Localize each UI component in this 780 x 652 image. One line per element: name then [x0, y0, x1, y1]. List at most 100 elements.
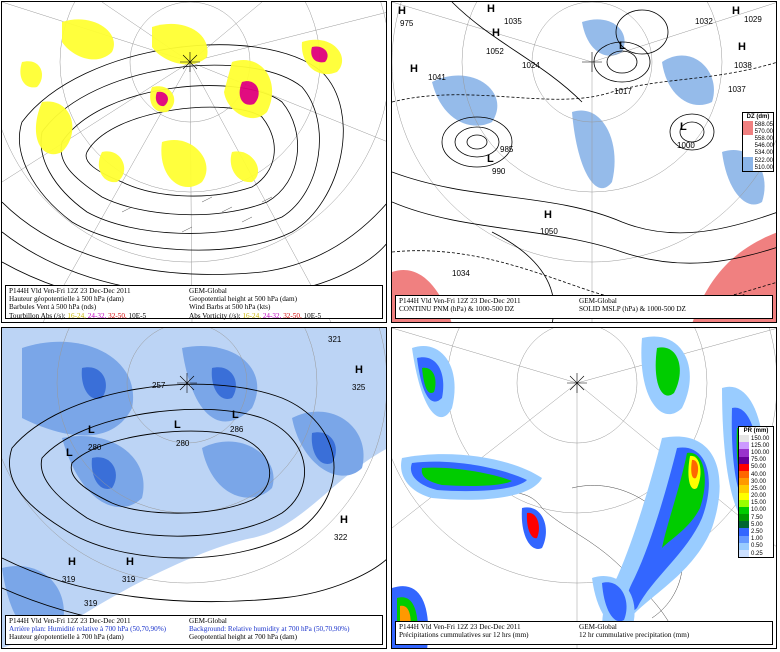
- svg-text:L: L: [680, 121, 687, 133]
- panel-precipitation: PR (mm) 150.00 125.00 100.00 75.00 50.00 40.0…: [391, 327, 777, 649]
- colorbar-swatch: [739, 485, 749, 493]
- colorbar-row: 150.00: [739, 435, 773, 443]
- caption-line-en: Geopotential height at 700 hPa (dam): [189, 633, 297, 642]
- humidity-map: H H H H L L L L 321 325 322 319 319 319 280 28…: [2, 328, 386, 648]
- caption-line-fr: Précipitations cummulatives sur 12 hrs (…: [399, 631, 529, 640]
- caption-line-en: Geopotential height at 500 hPa (dam): [189, 295, 297, 304]
- label-1035: 1035: [504, 17, 522, 26]
- colorbar-row: 100.00: [739, 449, 773, 457]
- caption-model: GEM-Global: [189, 287, 227, 295]
- svg-text:H: H: [398, 5, 406, 17]
- caption-line-en: Background: Relative humidity at 700 hPa…: [189, 625, 350, 634]
- vorticity-legend-fr: Tourbillon Abs (/s): 16-24, 24-32, 32-50…: [9, 312, 189, 320]
- colorbar-value: 7.50: [751, 514, 763, 521]
- colorbar-swatch: [739, 499, 749, 507]
- colorbar-value: 50.00: [751, 464, 767, 471]
- range-unit: 10E-5: [303, 311, 322, 320]
- colorbar-swatch: [739, 449, 749, 457]
- colorbar-value: 1.00: [751, 536, 763, 543]
- colorbar-swatch: [739, 514, 749, 522]
- precipitation-map: [392, 328, 776, 648]
- colorbar-value: 510.00: [754, 164, 773, 171]
- colorbar-row: 2.50: [739, 528, 773, 536]
- colorbar-swatch: [739, 542, 749, 550]
- svg-text:H: H: [487, 3, 495, 15]
- svg-text:H: H: [544, 209, 552, 221]
- caption-precipitation: P144H Vld Ven-Fri 12Z 23 Dec-Dec 2011 GEM…: [395, 621, 773, 645]
- colorbar-value: 0.50: [751, 543, 763, 550]
- range-unit: 10E-5: [128, 311, 147, 320]
- panel-700hpa-humidity: H H H H L L L L 321 325 322 319 319 319 280 28…: [1, 327, 387, 649]
- caption-title-fr: P144H Vld Ven-Fri 12Z 23 Dec-Dec 2011: [9, 287, 131, 295]
- svg-text:L: L: [174, 419, 181, 431]
- colorbar-value: 570.00: [754, 128, 773, 135]
- colorbar-value: 588.05: [754, 121, 773, 128]
- range-mid: 24-32,: [262, 311, 282, 320]
- colorbar-value: 25.00: [751, 485, 767, 492]
- label-1041: 1041: [428, 73, 446, 82]
- svg-text:L: L: [88, 424, 95, 436]
- label-1052: 1052: [486, 47, 504, 56]
- caption-line-fr: Barbules Vent à 500 hPa (nds): [9, 303, 97, 312]
- colorbar-value: 30.00: [751, 478, 767, 485]
- colorbar-title: PR (mm): [743, 428, 769, 434]
- svg-text:H: H: [410, 63, 418, 75]
- colorbar-title: DZ (dm): [746, 114, 770, 120]
- label-319: 319: [84, 599, 98, 608]
- colorbar-swatch: [739, 550, 749, 558]
- colorbar-swatch: [739, 470, 749, 479]
- colorbar-swatch: [739, 456, 749, 464]
- range-low: 16-24,: [67, 311, 86, 320]
- colorbar-row: 5.00: [739, 521, 773, 529]
- colorbar-row: 20.00: [739, 492, 773, 500]
- colorbar-value: 125.00: [751, 442, 770, 449]
- label-319: 319: [62, 575, 76, 584]
- label-1032: 1032: [695, 17, 713, 26]
- vorticity-map: [2, 2, 386, 322]
- svg-text:L: L: [619, 40, 626, 52]
- colorbar-value: 20.00: [751, 493, 767, 500]
- label-1032: 975: [400, 19, 414, 28]
- range-mid: 24-32,: [87, 311, 107, 320]
- vorticity-label-en: Abs Vorticity (/s):: [189, 311, 241, 320]
- svg-text:H: H: [355, 364, 363, 376]
- label-985: 985: [500, 145, 514, 154]
- colorbar-row: 0.25: [739, 550, 773, 558]
- colorbar-swatch: [739, 478, 749, 486]
- caption-title-fr: P144H Vld Ven-Fri 12Z 23 Dec-Dec 2011: [399, 297, 521, 305]
- colorbar-row: 0.50: [739, 542, 773, 550]
- colorbar-swatch: [739, 463, 749, 471]
- caption-title-fr: P144H Vld Ven-Fri 12Z 23 Dec-Dec 2011: [9, 617, 131, 625]
- label-1029: 1029: [744, 15, 762, 24]
- caption-700hpa: P144H Vld Ven-Fri 12Z 23 Dec-Dec 2011 GEM…: [5, 615, 383, 645]
- caption-line-fr: Arrière plan: Humidité relative à 700 hP…: [9, 625, 167, 634]
- label-322: 322: [334, 533, 348, 542]
- colorbar-value: 15.00: [751, 500, 767, 507]
- caption-line-en: Wind Barbs at 500 hPa (kts): [189, 303, 271, 312]
- colorbar-value: 150.00: [751, 435, 770, 442]
- label-1034: 1034: [452, 269, 470, 278]
- colorbar-value: 75.00: [751, 457, 767, 464]
- colorbar-swatch: [739, 435, 749, 443]
- label-990: 990: [492, 167, 506, 176]
- colorbar-row: 30.00: [739, 478, 773, 486]
- caption-mslp: P144H Vld Ven-Fri 12Z 23 Dec-Dec 2011 GEM…: [395, 295, 773, 319]
- colorbar-value: 534.00: [754, 150, 773, 157]
- vorticity-legend-en: Abs Vorticity (/s): 16-24, 24-32, 32-50,…: [189, 312, 379, 320]
- caption-line-fr: Hauteur géopotentielle à 500 hPa (dam): [9, 295, 124, 304]
- svg-text:H: H: [732, 5, 740, 17]
- colorbar-swatch: [739, 442, 749, 450]
- svg-text:H: H: [126, 556, 134, 568]
- colorbar-row: 10.00: [739, 506, 773, 515]
- colorbar-row: 75.00: [739, 456, 773, 464]
- vorticity-label-fr: Tourbillon Abs (/s):: [9, 311, 66, 320]
- colorbar-row: 7.50: [739, 514, 773, 522]
- label-319: 319: [122, 575, 136, 584]
- svg-text:H: H: [738, 41, 746, 53]
- svg-text:L: L: [66, 447, 73, 459]
- colorbar-swatch: [739, 528, 749, 536]
- label-1038: 1038: [734, 61, 752, 70]
- caption-line-en: 12 hr cummulative precipitation (mm): [579, 631, 690, 640]
